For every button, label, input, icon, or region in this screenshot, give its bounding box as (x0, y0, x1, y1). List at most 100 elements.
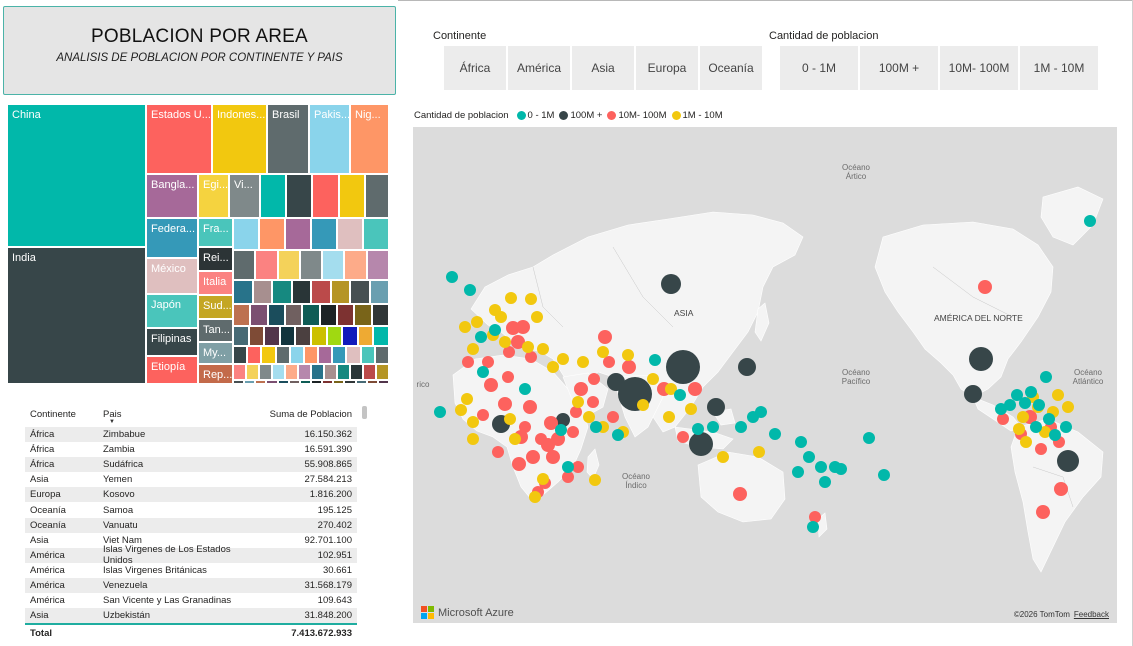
map-bubble[interactable] (1025, 386, 1037, 398)
treemap-tile-minor[interactable] (337, 364, 350, 380)
treemap-tile-india[interactable]: India (7, 247, 146, 384)
treemap-tile-minor[interactable] (264, 326, 280, 346)
map-bubble[interactable] (567, 426, 579, 438)
map-bubble[interactable] (556, 413, 570, 427)
map-bubble[interactable] (1035, 443, 1047, 455)
treemap-tile-minor[interactable] (360, 346, 375, 364)
map-bubble[interactable] (467, 416, 479, 428)
population-option-0-1m[interactable]: 0 - 1M (780, 46, 858, 90)
map-bubble[interactable] (807, 521, 819, 533)
treemap-tile-minor[interactable] (350, 280, 370, 304)
map-bubble[interactable] (753, 446, 765, 458)
table-row[interactable]: Asia Yemen 27.584.213 (25, 472, 357, 487)
map-bubble[interactable] (663, 411, 675, 423)
treemap-tile-nigeria[interactable]: Nig... (350, 104, 389, 174)
treemap-tile-minor[interactable] (250, 304, 268, 326)
treemap-tile-minor[interactable] (346, 346, 361, 364)
treemap-tile-minor[interactable] (344, 380, 356, 384)
map-bubble[interactable] (1011, 389, 1023, 401)
table-row[interactable]: Asia Uzbekistán 31.848.200 (25, 608, 357, 624)
map-bubble[interactable] (661, 274, 681, 294)
treemap-tile-minor[interactable] (324, 364, 337, 380)
map-bubble[interactable] (583, 411, 595, 423)
treemap-tile-italia[interactable]: Italia (198, 271, 233, 295)
map-bubble[interactable] (792, 466, 804, 478)
legend-item-0-1m[interactable]: 0 - 1M (516, 110, 554, 121)
map-bubble[interactable] (557, 353, 569, 365)
map-bubble[interactable] (519, 421, 531, 433)
map-bubble[interactable] (647, 373, 659, 385)
treemap-tile-minor[interactable] (233, 326, 249, 346)
legend-item-100m-plus[interactable]: 100M + (559, 110, 602, 121)
legend-item-1m-10m[interactable]: 1M - 10M (671, 110, 723, 121)
map-bubble[interactable] (477, 409, 489, 421)
map-bubble[interactable] (503, 346, 515, 358)
population-option-10m-100m[interactable]: 10M- 100M (940, 46, 1018, 90)
map-bubble[interactable] (878, 469, 890, 481)
table-row[interactable]: Asia Viet Nam 92.701.100 (25, 533, 357, 548)
map-bubble[interactable] (477, 366, 489, 378)
map-bubble[interactable] (572, 461, 584, 473)
map-bubble[interactable] (612, 429, 624, 441)
map-bubble[interactable] (1033, 399, 1045, 411)
map-bubble[interactable] (516, 320, 530, 334)
treemap-tile-minor[interactable] (248, 326, 265, 346)
treemap-tile-minor[interactable] (332, 346, 347, 364)
map-bubble[interactable] (523, 400, 537, 414)
table-row[interactable]: América Islas Virgenes de Los Estados Uni… (25, 544, 357, 566)
map-bubble[interactable] (482, 356, 494, 368)
treemap-tile-minor[interactable] (339, 174, 365, 218)
map-bubble[interactable] (525, 293, 537, 305)
treemap-tile-minor[interactable] (363, 218, 389, 250)
map-bubble[interactable] (815, 461, 827, 473)
treemap-tile-minor[interactable] (302, 304, 320, 326)
treemap-tile-egipto[interactable]: Egi... (198, 174, 229, 218)
map-bubble[interactable] (707, 398, 725, 416)
map-bubble[interactable] (526, 450, 540, 464)
treemap-tile-minor[interactable] (303, 346, 319, 364)
treemap-tile-china[interactable]: China (7, 104, 146, 247)
treemap-tile-minor[interactable] (311, 380, 323, 384)
table-row[interactable]: Europa Kosovo 1.816.200 (25, 487, 357, 503)
treemap-tile-minor[interactable] (322, 380, 334, 384)
map-bubble[interactable] (504, 413, 516, 425)
treemap-tile-minor[interactable] (363, 364, 376, 380)
map-bubble[interactable] (692, 423, 704, 435)
map-bubble[interactable] (1013, 423, 1025, 435)
continent-option-europa[interactable]: Europa (636, 46, 698, 90)
map-bubble[interactable] (587, 396, 599, 408)
table-row[interactable]: América Islas Virgenes Británicas 30.661 (25, 563, 357, 578)
treemap-tile-minor[interactable] (233, 304, 251, 326)
treemap-tile-minor[interactable] (259, 218, 285, 250)
treemap-tile-minor[interactable] (247, 346, 262, 364)
map-bubble[interactable] (502, 371, 514, 383)
map-bubble[interactable] (1060, 421, 1072, 433)
population-option-100m-plus[interactable]: 100M + (860, 46, 938, 90)
map-bubble[interactable] (738, 358, 756, 376)
map-canvas[interactable] (413, 127, 1117, 623)
treemap-tile-minor[interactable] (354, 304, 372, 326)
treemap-tile-minor[interactable] (244, 380, 256, 384)
treemap-tile-minor[interactable] (233, 346, 248, 364)
map-bubble[interactable] (525, 351, 537, 363)
map-bubble[interactable] (997, 413, 1009, 425)
map-bubble[interactable] (685, 403, 697, 415)
map-bubble[interactable] (1017, 411, 1029, 423)
treemap-tile-minor[interactable] (295, 326, 311, 346)
map-bubble[interactable] (603, 356, 615, 368)
treemap-tile-vietnam[interactable]: Vi... (229, 174, 260, 218)
treemap-tile-etiopia[interactable]: Etiopía (146, 356, 198, 384)
treemap-tile-minor[interactable] (371, 304, 389, 326)
treemap-tile-minor[interactable] (299, 250, 323, 280)
treemap-tile-minor[interactable] (285, 304, 303, 326)
map-bubble[interactable] (674, 389, 686, 401)
map-bubble[interactable] (622, 360, 636, 374)
map-bubble[interactable] (572, 396, 584, 408)
map-bubble[interactable] (607, 411, 619, 423)
map-bubble[interactable] (537, 473, 549, 485)
map-bubble[interactable] (495, 311, 507, 323)
treemap-tile-minor[interactable] (233, 380, 245, 384)
map-bubble[interactable] (755, 406, 767, 418)
map-bubble[interactable] (665, 383, 677, 395)
treemap-tile-minor[interactable] (285, 218, 311, 250)
